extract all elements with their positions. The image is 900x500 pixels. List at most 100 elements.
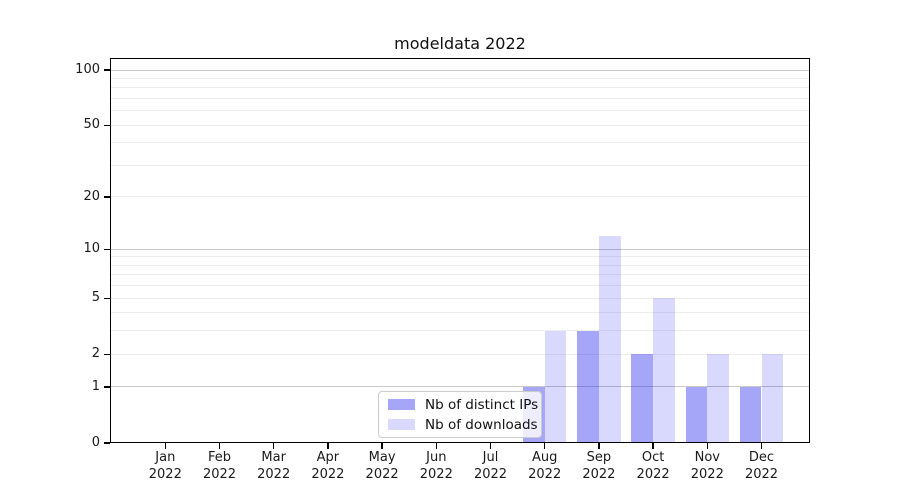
x-tick-label-jan: Jan 2022 — [133, 449, 197, 483]
x-tick-mark-nov — [706, 443, 708, 449]
gridline-minor-70 — [110, 97, 810, 99]
x-tick-label-oct: Oct 2022 — [621, 449, 685, 483]
x-tick-label-line: 2022 — [365, 467, 399, 482]
gridline-minor-50 — [110, 124, 810, 126]
x-tick-mark-jan — [164, 443, 166, 449]
x-tick-label-feb: Feb 2022 — [188, 449, 252, 483]
x-tick-label-jul: Jul 2022 — [459, 449, 523, 483]
y-tick-mark-50 — [104, 124, 110, 126]
x-tick-mark-aug — [544, 443, 546, 449]
bar-distinct-ips-dec — [739, 386, 762, 443]
x-tick-label-mar: Mar 2022 — [242, 449, 306, 483]
x-tick-label-line: Jun — [426, 450, 447, 465]
plot-frame — [110, 58, 810, 443]
x-tick-label-apr: Apr 2022 — [296, 449, 360, 483]
legend-item-downloads: Nb of downloads — [388, 417, 538, 433]
bar-distinct-ips-oct — [631, 354, 654, 443]
y-tick-label-50: 50 — [83, 117, 100, 133]
x-tick-mark-feb — [218, 443, 221, 449]
legend-label-distinct-ips: Nb of distinct IPs — [425, 396, 539, 413]
y-tick-mark-2 — [104, 353, 110, 355]
legend-label-downloads: Nb of downloads — [425, 416, 538, 433]
y-tick-mark-10 — [104, 248, 110, 250]
gridline-minor-20 — [110, 196, 810, 198]
y-tick-mark-5 — [104, 297, 110, 299]
y-tick-label-1: 1 — [91, 378, 100, 394]
x-tick-label-line: Sep — [586, 450, 612, 465]
y-tick-label-10: 10 — [83, 241, 100, 257]
x-tick-label-line: May — [368, 450, 396, 465]
bar-distinct-ips-sep — [577, 330, 599, 443]
gridline-minor-60 — [110, 110, 810, 112]
x-tick-label-may: May 2022 — [350, 449, 414, 483]
bar-downloads-sep — [598, 235, 621, 443]
gridline-major-1 — [110, 386, 810, 388]
x-tick-mark-dec — [760, 443, 763, 449]
x-tick-mark-mar — [273, 443, 275, 449]
gridline-minor-3 — [110, 330, 810, 332]
x-tick-label-dec: Dec 2022 — [730, 449, 794, 483]
x-tick-mark-may — [381, 443, 383, 449]
x-tick-label-line: 2022 — [419, 467, 453, 482]
x-tick-label-line: Oct — [641, 450, 665, 465]
x-tick-label-line: 2022 — [257, 467, 291, 482]
bar-downloads-oct — [653, 298, 675, 443]
x-tick-label-line: 2022 — [636, 467, 670, 482]
x-tick-label-aug: Aug 2022 — [513, 449, 577, 483]
x-tick-label-line: 2022 — [582, 467, 616, 482]
y-tick-mark-20 — [104, 196, 110, 198]
gridline-major-100 — [110, 69, 810, 71]
y-tick-mark-1 — [104, 386, 110, 388]
gridline-minor-5 — [110, 297, 810, 299]
x-tick-label-line: 2022 — [202, 467, 237, 482]
gridline-minor-80 — [110, 87, 810, 89]
y-tick-label-100: 100 — [75, 62, 100, 77]
legend: Nb of distinct IPs Nb of downloads — [378, 391, 542, 438]
x-tick-label-line: Aug — [531, 450, 558, 465]
y-tick-label-20: 20 — [83, 188, 100, 204]
x-tick-label-line: Apr — [316, 450, 340, 465]
y-tick-label-0: 0 — [91, 435, 100, 450]
gridline-minor-90 — [110, 77, 810, 79]
gridline-minor-30 — [110, 164, 810, 166]
x-tick-mark-sep — [598, 443, 600, 449]
bar-downloads-aug — [544, 330, 567, 443]
y-tick-label-2: 2 — [91, 346, 100, 362]
x-tick-label-line: Jan — [155, 450, 176, 465]
x-tick-label-line: 2022 — [744, 467, 779, 482]
x-tick-mark-jun — [435, 443, 437, 449]
legend-swatch-distinct-ips — [388, 399, 415, 410]
x-tick-label-line: 2022 — [690, 467, 724, 482]
x-tick-label-line: 2022 — [473, 467, 508, 482]
x-tick-label-sep: Sep 2022 — [567, 449, 631, 483]
gridline-major-10 — [110, 248, 810, 250]
bar-downloads-dec — [761, 354, 784, 443]
gridline-minor-4 — [110, 312, 810, 314]
gridline-minor-9 — [110, 256, 810, 258]
x-tick-label-line: Mar — [261, 450, 286, 465]
gridline-minor-6 — [110, 285, 810, 287]
x-tick-mark-jul — [489, 443, 492, 449]
y-tick-label-5: 5 — [91, 290, 100, 306]
legend-swatch-downloads — [388, 419, 415, 430]
x-tick-label-line: 2022 — [528, 467, 562, 482]
x-tick-label-line: 2022 — [148, 467, 182, 482]
x-tick-label-line: Jul — [482, 450, 499, 465]
y-tick-mark-100 — [104, 69, 110, 71]
x-tick-label-nov: Nov 2022 — [675, 449, 739, 483]
x-tick-mark-apr — [327, 443, 329, 449]
y-tick-mark-0 — [104, 442, 110, 444]
bar-distinct-ips-nov — [685, 386, 708, 443]
legend-item-distinct-ips: Nb of distinct IPs — [388, 397, 538, 413]
bar-downloads-nov — [707, 354, 729, 443]
gridline-minor-40 — [110, 142, 810, 144]
x-tick-mark-oct — [652, 443, 654, 449]
x-tick-label-line: Nov — [694, 450, 720, 465]
x-tick-label-jun: Jun 2022 — [404, 449, 468, 483]
gridline-minor-2 — [110, 353, 810, 355]
x-tick-label-line: 2022 — [311, 467, 345, 482]
gridline-minor-8 — [110, 264, 810, 266]
x-tick-label-line: Feb — [207, 450, 232, 465]
chart-title: modeldata 2022 — [394, 34, 526, 53]
